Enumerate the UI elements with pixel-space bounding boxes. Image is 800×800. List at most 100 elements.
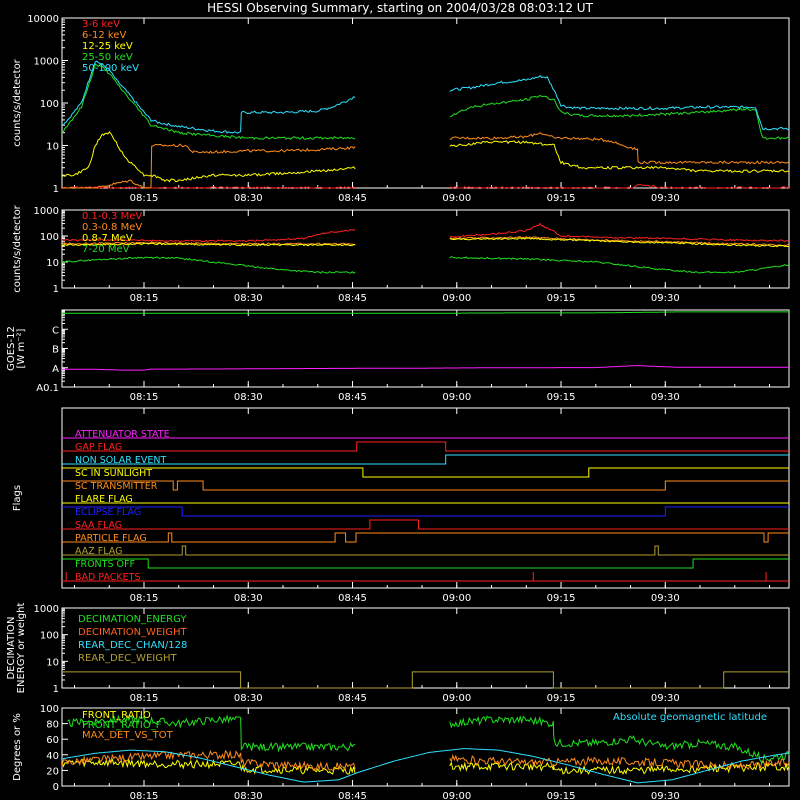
y-tick-label-decimation-0: 1 bbox=[53, 684, 59, 695]
x-tick-label-high-energy-1: 08:30 bbox=[234, 293, 263, 304]
flag-label-3: SC IN SUNLIGHT bbox=[75, 468, 152, 479]
legend-entry-decimation-1: DECIMATION_WEIGHT bbox=[78, 627, 187, 638]
legend-entry-ratios-2: MAX_DET_VS_TOT bbox=[82, 730, 174, 741]
y-tick-label-decimation-1: 10 bbox=[46, 657, 59, 668]
x-tick-label-flags-3: 09:00 bbox=[442, 593, 471, 604]
figure-title: HESSI Observing Summary, starting on 200… bbox=[207, 1, 593, 15]
ratios-annotation: Absolute geomagnetic latitude bbox=[613, 712, 767, 723]
x-tick-label-goes-1: 08:30 bbox=[234, 392, 263, 403]
y-tick-label-low-energy-2: 100 bbox=[40, 99, 59, 110]
x-tick-label-low-energy-1: 08:30 bbox=[234, 193, 263, 204]
x-tick-label-ratios-1: 08:30 bbox=[234, 791, 263, 800]
series-line-high-energy-0-0 bbox=[61, 229, 356, 243]
y-tick-label-goes-3: C bbox=[52, 325, 59, 336]
x-tick-label-flags-4: 09:15 bbox=[547, 593, 576, 604]
flag-label-9: AAZ FLAG bbox=[75, 546, 122, 557]
series-line-flags-4 bbox=[62, 480, 789, 491]
y-axis-label-high-energy: counts/s/detector bbox=[12, 204, 23, 292]
series-line-low-energy-3-0 bbox=[61, 63, 356, 140]
panel-frame-high-energy bbox=[61, 209, 790, 289]
legend-entry-decimation-3: REAR_DEC_WEIGHT bbox=[78, 653, 177, 664]
series-line-flags-3 bbox=[62, 467, 789, 478]
legend-entry-low-energy-3: 25-50 keV bbox=[82, 52, 133, 63]
flag-label-1: GAP FLAG bbox=[75, 442, 122, 453]
y-axis-label-goes-1: [W m⁻²] bbox=[16, 328, 27, 368]
y-tick-label-high-energy-0: 1 bbox=[53, 284, 59, 295]
series-line-high-energy-3-0 bbox=[61, 256, 356, 274]
y-tick-label-ratios-2: 40 bbox=[46, 751, 59, 762]
x-tick-label-decimation-3: 09:00 bbox=[442, 693, 471, 704]
y-tick-label-ratios-5: 100 bbox=[40, 704, 59, 715]
y-axis-label-decimation-0: DECIMATION bbox=[6, 616, 17, 679]
series-line-flags-1 bbox=[62, 441, 789, 452]
series-line-flags-8 bbox=[62, 532, 789, 543]
x-tick-label-ratios-0: 08:15 bbox=[130, 791, 159, 800]
series-line-high-energy-2-0 bbox=[61, 242, 356, 247]
y-axis-label-low-energy: counts/s/detector bbox=[12, 58, 23, 146]
x-tick-label-high-energy-4: 09:15 bbox=[547, 293, 576, 304]
flag-label-7: SAA FLAG bbox=[75, 520, 122, 531]
x-tick-label-high-energy-3: 09:00 bbox=[442, 293, 471, 304]
y-tick-label-high-energy-1: 10 bbox=[46, 258, 59, 269]
legend-entry-low-energy-2: 12-25 keV bbox=[82, 41, 133, 52]
y-tick-label-goes-2: B bbox=[52, 345, 59, 356]
flag-label-10: FRONTS OFF bbox=[75, 559, 135, 570]
series-line-low-energy-2-1 bbox=[449, 140, 790, 173]
series-line-ratios-2-0 bbox=[61, 749, 356, 772]
series-line-flags-7 bbox=[62, 519, 789, 530]
legend-entry-decimation-0: DECIMATION_ENERGY bbox=[78, 614, 187, 625]
x-tick-label-high-energy-0: 08:15 bbox=[130, 293, 159, 304]
y-axis-label-decimation-1: ENERGY or weight bbox=[16, 603, 27, 694]
series-line-flags-2 bbox=[62, 454, 789, 465]
y-tick-label-ratios-1: 20 bbox=[46, 766, 59, 777]
x-tick-label-goes-4: 09:15 bbox=[547, 392, 576, 403]
legend-entry-low-energy-1: 6-12 keV bbox=[82, 30, 126, 41]
x-tick-label-goes-3: 09:00 bbox=[442, 392, 471, 403]
x-tick-label-flags-2: 08:45 bbox=[338, 593, 367, 604]
y-tick-label-decimation-3: 1000 bbox=[34, 604, 59, 615]
series-line-low-energy-3-1 bbox=[449, 95, 790, 140]
x-tick-label-flags-1: 08:30 bbox=[234, 593, 263, 604]
panel-frame-flags bbox=[61, 407, 790, 589]
y-tick-label-ratios-0: 0 bbox=[53, 782, 59, 793]
flag-label-11: BAD PACKETS bbox=[75, 572, 141, 583]
y-tick-label-ratios-3: 60 bbox=[46, 735, 59, 746]
y-tick-label-low-energy-4: 10000 bbox=[27, 14, 59, 25]
y-tick-label-decimation-2: 100 bbox=[40, 631, 59, 642]
y-axis-label-flags: Flags bbox=[12, 485, 23, 511]
legend-entry-high-energy-2: 0.8-7 MeV bbox=[82, 233, 133, 244]
x-tick-label-low-energy-3: 09:00 bbox=[442, 193, 471, 204]
series-line-low-energy-1-0 bbox=[61, 143, 356, 189]
series-line-ratios-1-1 bbox=[449, 715, 790, 764]
series-line-ratios-1-0 bbox=[67, 713, 356, 753]
series-line-high-energy-0-1 bbox=[449, 222, 790, 243]
flag-label-0: ATTENUATOR STATE bbox=[75, 429, 170, 440]
legend-entry-high-energy-1: 0.3-0.8 MeV bbox=[82, 222, 142, 233]
flag-label-4: SC TRANSMITTER bbox=[75, 481, 158, 492]
x-tick-label-low-energy-4: 09:15 bbox=[547, 193, 576, 204]
flag-label-6: ECLIPSE FLAG bbox=[75, 507, 141, 518]
series-line-ratios-0-1 bbox=[449, 761, 790, 775]
panel-frame-decimation bbox=[61, 607, 790, 689]
x-tick-label-ratios-5: 09:30 bbox=[651, 791, 680, 800]
x-tick-label-decimation-1: 08:30 bbox=[234, 693, 263, 704]
series-line-low-energy-2-0 bbox=[61, 130, 356, 183]
series-line-high-energy-2-1 bbox=[449, 237, 790, 248]
series-line-goes-0-0 bbox=[62, 365, 789, 371]
series-line-low-energy-0-1 bbox=[449, 183, 790, 189]
legend-entry-ratios-0: FRONT_RATIO bbox=[82, 710, 151, 721]
legend-entry-low-energy-4: 50-100 keV bbox=[82, 63, 139, 74]
x-tick-label-low-energy-0: 08:15 bbox=[130, 193, 159, 204]
panel-frame-ratios bbox=[61, 707, 790, 787]
legend-entry-low-energy-0: 3-6 keV bbox=[82, 19, 120, 30]
x-tick-label-ratios-2: 08:45 bbox=[338, 791, 367, 800]
x-tick-label-low-energy-5: 09:30 bbox=[651, 193, 680, 204]
x-tick-label-decimation-4: 09:15 bbox=[547, 693, 576, 704]
series-line-flags-6 bbox=[62, 506, 789, 517]
x-tick-label-ratios-3: 09:00 bbox=[442, 791, 471, 800]
x-tick-label-flags-5: 09:30 bbox=[651, 593, 680, 604]
series-line-flags-10 bbox=[62, 558, 789, 569]
x-tick-label-goes-2: 08:45 bbox=[338, 392, 367, 403]
